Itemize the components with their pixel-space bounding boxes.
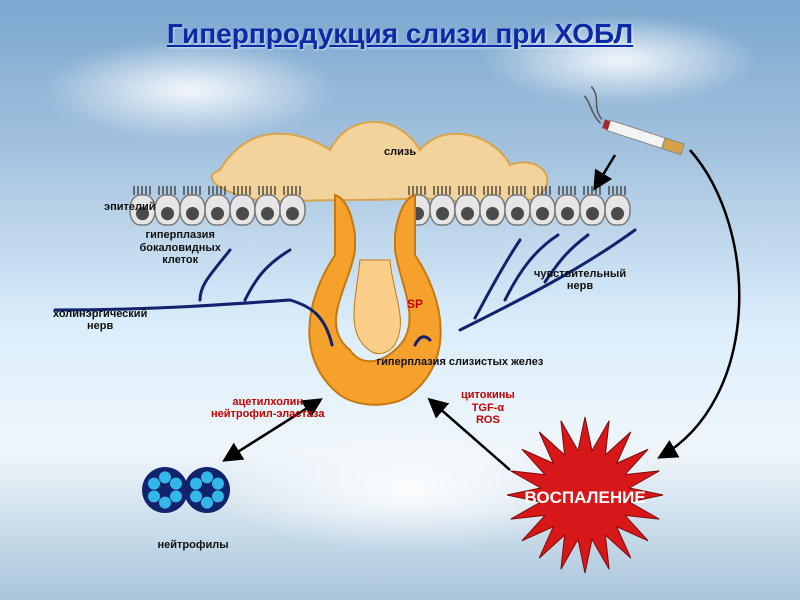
neutrophils-shape [142,467,230,513]
arrow-cigarette-to-epi [595,155,615,188]
label-neutrophils: нейтрофилы [158,539,229,552]
diagram-svg [0,0,800,600]
label-gland_hyperplasia: гиперплазия слизистых желез [377,356,544,369]
arrow-cigarette-to-inflammation [660,150,739,457]
label-epithelium: эпителий [104,201,156,214]
label-mucus: слизь [384,146,416,159]
label-cholinergic_nerve: холинэргический нерв [53,308,147,333]
cigarette [576,85,692,154]
stage: Гиперпродукция слизи при ХОБЛ [0,0,800,600]
mucus-shape [212,122,548,203]
label-inflammation: ВОСПАЛЕНИЕ [525,488,646,508]
label-sensory_nerve: чувствительный нерв [534,268,626,293]
gland-inner [354,260,400,354]
label-sp: SP [407,298,423,312]
label-goblet_hyperplasia: гиперплазия бокаловидных клеток [140,229,221,267]
label-acetylcholine: ацетилхолин нейтрофил-эластаза [211,396,325,421]
label-cytokines: цитокины TGF-α ROS [461,389,515,427]
